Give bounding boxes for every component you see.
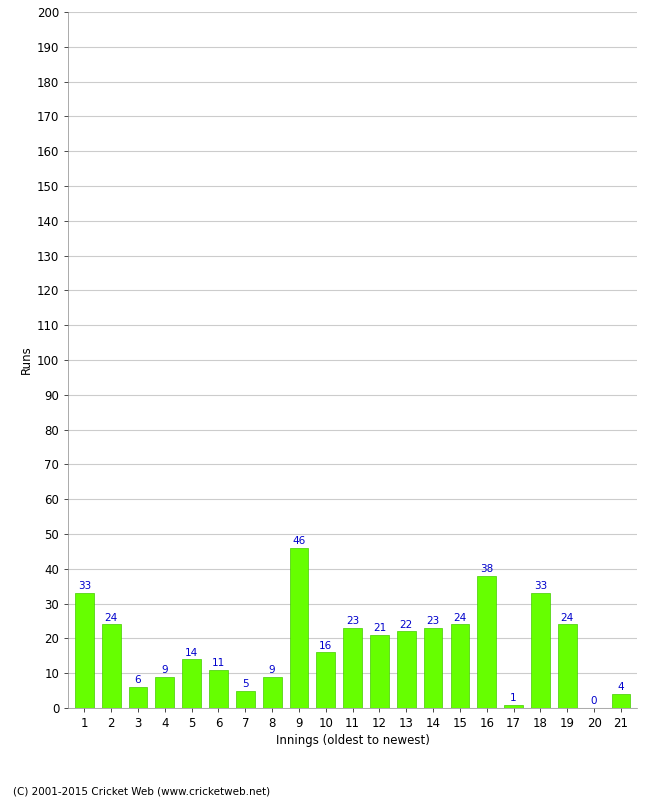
Bar: [317, 652, 335, 708]
Text: 24: 24: [560, 613, 574, 622]
Text: (C) 2001-2015 Cricket Web (www.cricketweb.net): (C) 2001-2015 Cricket Web (www.cricketwe…: [13, 786, 270, 796]
Text: 16: 16: [319, 641, 332, 650]
Bar: [209, 670, 228, 708]
Text: 9: 9: [161, 665, 168, 675]
Text: 11: 11: [212, 658, 225, 668]
Bar: [155, 677, 174, 708]
Bar: [343, 628, 362, 708]
Text: 0: 0: [591, 696, 597, 706]
Bar: [129, 687, 148, 708]
Text: 23: 23: [426, 616, 440, 626]
Text: 24: 24: [453, 613, 467, 622]
Bar: [531, 593, 550, 708]
Bar: [290, 548, 308, 708]
Bar: [236, 690, 255, 708]
Text: 14: 14: [185, 647, 198, 658]
Text: 46: 46: [292, 536, 306, 546]
Bar: [558, 625, 577, 708]
X-axis label: Innings (oldest to newest): Innings (oldest to newest): [276, 734, 430, 747]
Text: 5: 5: [242, 679, 249, 689]
Text: 38: 38: [480, 564, 493, 574]
Text: 23: 23: [346, 616, 359, 626]
Text: 6: 6: [135, 675, 141, 686]
Text: 1: 1: [510, 693, 517, 702]
Text: 21: 21: [373, 623, 386, 633]
Bar: [424, 628, 443, 708]
Text: 4: 4: [618, 682, 624, 692]
Bar: [182, 659, 201, 708]
Bar: [477, 576, 496, 708]
Bar: [397, 631, 415, 708]
Bar: [370, 635, 389, 708]
Text: 22: 22: [400, 620, 413, 630]
Bar: [263, 677, 281, 708]
Text: 33: 33: [78, 582, 91, 591]
Bar: [102, 625, 120, 708]
Text: 9: 9: [269, 665, 276, 675]
Bar: [612, 694, 630, 708]
Bar: [504, 705, 523, 708]
Bar: [450, 625, 469, 708]
Y-axis label: Runs: Runs: [20, 346, 32, 374]
Text: 33: 33: [534, 582, 547, 591]
Bar: [75, 593, 94, 708]
Text: 24: 24: [105, 613, 118, 622]
